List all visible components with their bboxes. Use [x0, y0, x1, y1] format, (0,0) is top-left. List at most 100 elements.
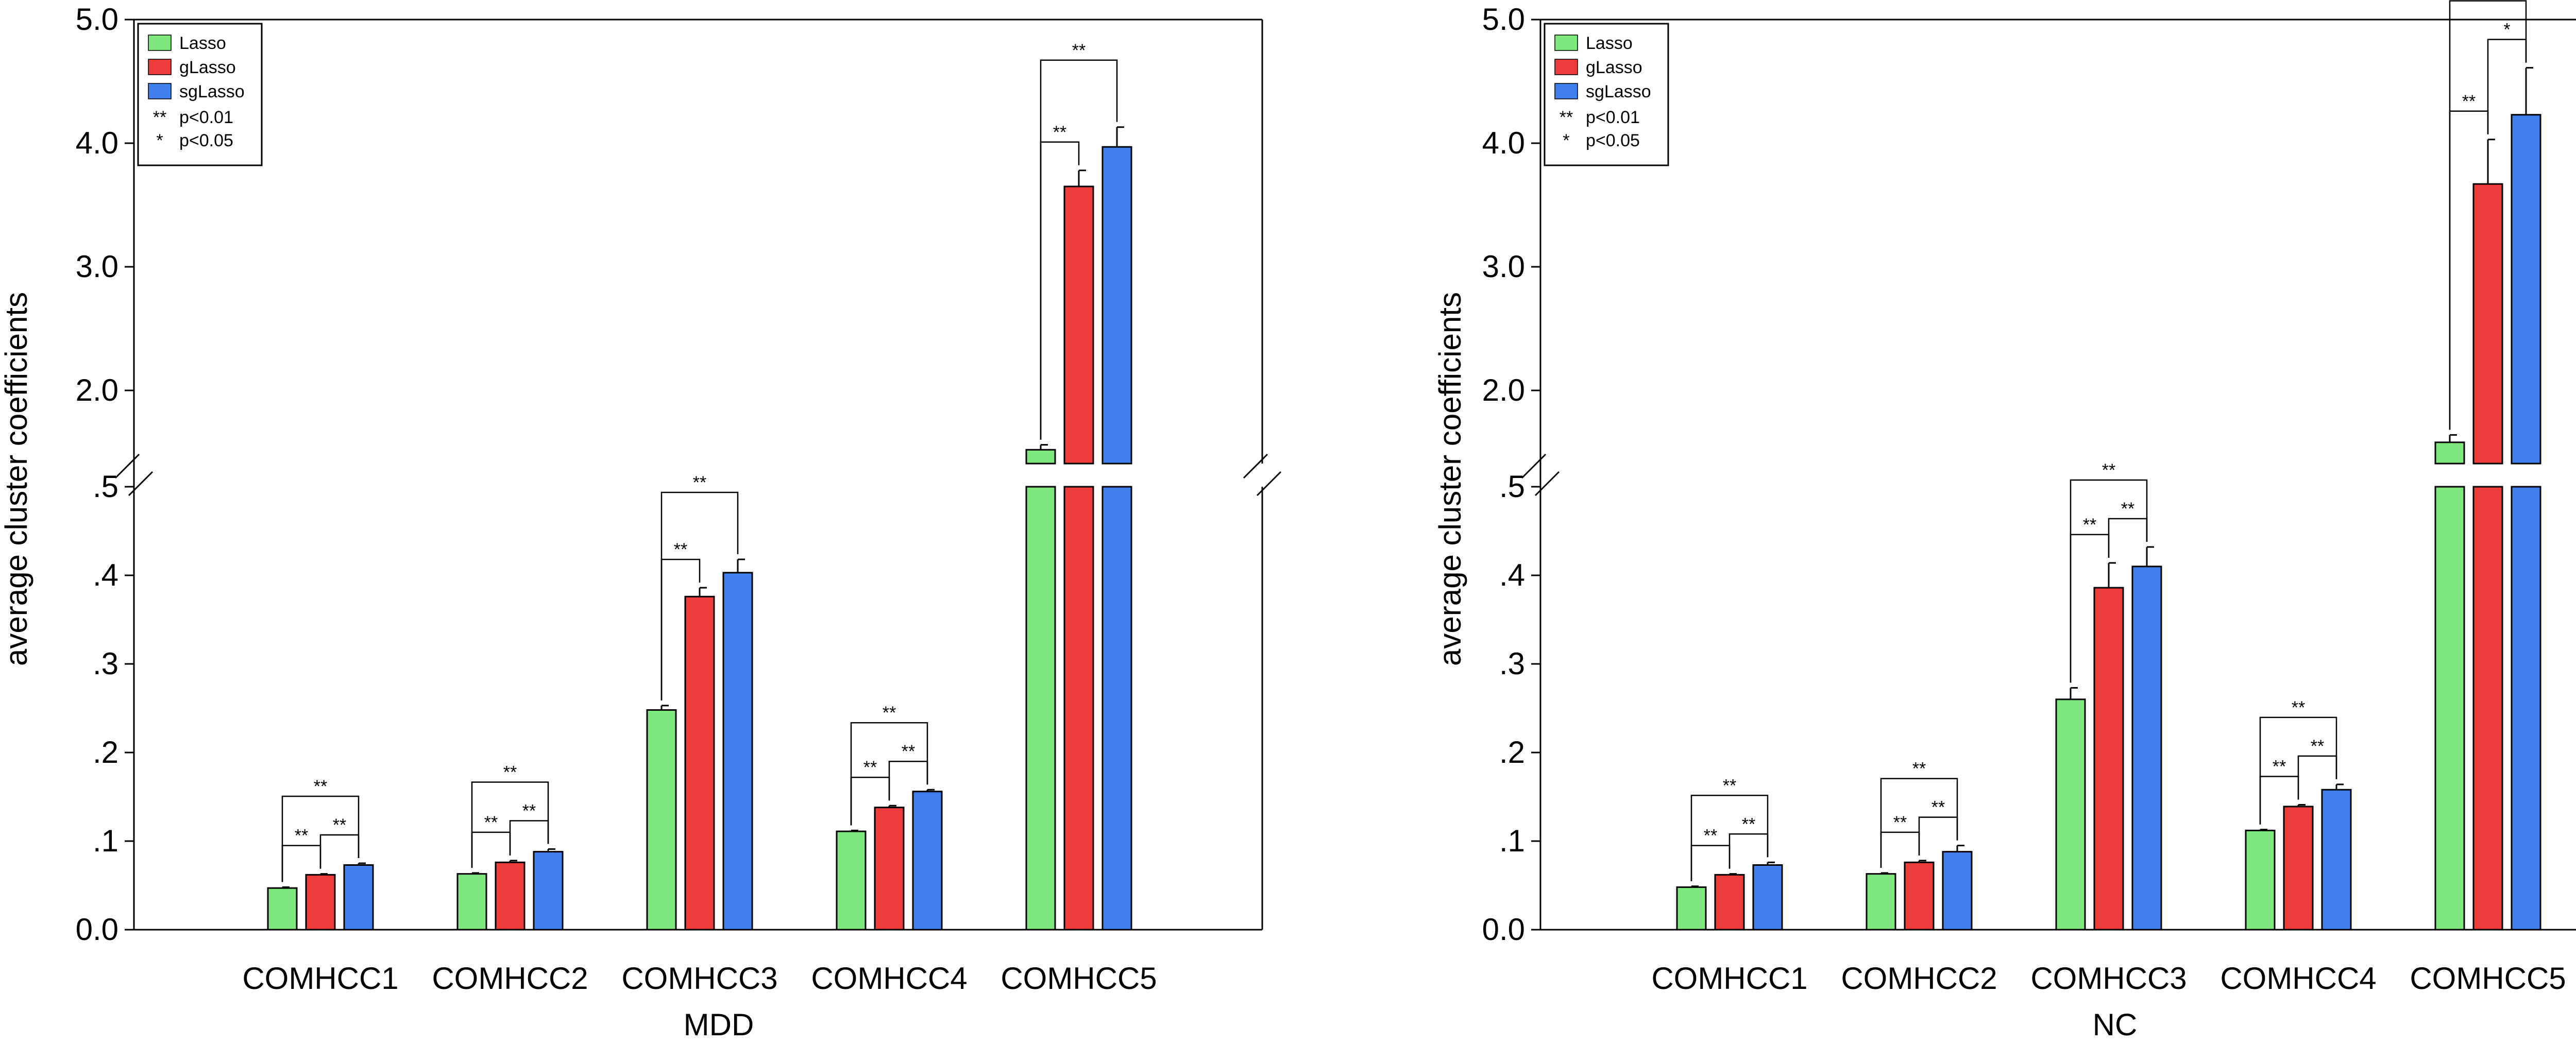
significance-bracket — [850, 722, 928, 826]
significance-label: ** — [333, 815, 346, 835]
legend-note-symbol: ** — [1560, 108, 1573, 127]
y-tick-label: 3.0 — [1482, 249, 1525, 284]
axis-break-mark — [114, 453, 140, 479]
axis-break-mark — [1521, 453, 1547, 479]
y-tick-label: .3 — [93, 646, 118, 681]
x-axis-title: NC — [2093, 1007, 2138, 1042]
significance-bracket — [471, 781, 549, 868]
y-tick-label: 4.0 — [76, 126, 118, 160]
x-tick-label: COMHCC2 — [1841, 961, 1997, 996]
x-tick-label: COMHCC5 — [1001, 961, 1157, 996]
significance-label: ** — [693, 473, 706, 492]
legend-note-symbol: * — [1563, 131, 1569, 150]
bar-sglasso — [722, 572, 753, 931]
legend: Lasso gLasso sgLasso ** p<0.01 * p<0.05 — [137, 23, 263, 166]
bar-glasso — [2093, 587, 2124, 931]
bar-sglasso-lower — [2511, 486, 2541, 931]
significance-label: ** — [2121, 499, 2134, 519]
significance-label: ** — [1053, 123, 1066, 142]
significance-bracket — [1880, 778, 1958, 868]
significance-label: ** — [883, 703, 896, 723]
legend-label: gLasso — [1586, 58, 1642, 77]
significance-bracket — [319, 834, 360, 869]
bar-sglasso — [2131, 566, 2162, 931]
bar-lasso — [836, 830, 867, 931]
bar-lasso — [1866, 873, 1896, 931]
y-tick-label: 5.0 — [76, 2, 118, 37]
significance-label: ** — [863, 758, 877, 777]
bar-glasso-lower — [1063, 486, 1094, 931]
significance-label: ** — [522, 801, 536, 820]
x-tick-label: COMHCC4 — [2220, 961, 2376, 996]
significance-label: ** — [2292, 698, 2305, 717]
legend-note-text: p<0.05 — [179, 131, 233, 150]
bar-lasso — [2055, 698, 2086, 931]
significance-bracket — [509, 820, 549, 856]
bar-sglasso-lower — [1101, 486, 1132, 931]
y-axis-title: average cluster coefficients — [0, 292, 33, 666]
y-tick-label: .4 — [93, 558, 118, 592]
legend-swatch-sglasso — [1554, 83, 1578, 99]
significance-label: ** — [314, 777, 327, 796]
significance-label: ** — [1723, 776, 1736, 795]
significance-label: ** — [1893, 813, 1907, 832]
bar-sglasso — [1942, 851, 1973, 931]
significance-bracket — [1040, 59, 1118, 440]
significance-bracket — [1918, 816, 1958, 856]
legend-label: gLasso — [179, 58, 236, 77]
legend-label: sgLasso — [179, 82, 245, 101]
significance-bracket — [2449, 0, 2527, 430]
y-tick-label: .3 — [1499, 646, 1525, 681]
significance-bracket — [2070, 479, 2148, 683]
x-tick-label: COMHCC3 — [621, 961, 777, 996]
significance-bracket — [2259, 716, 2337, 825]
y-tick-label: 0.0 — [1482, 912, 1525, 947]
x-tick-label: COMHCC3 — [2030, 961, 2187, 996]
bar-sglasso — [2321, 789, 2352, 931]
x-tick-label: COMHCC2 — [432, 961, 588, 996]
bar-glasso — [684, 595, 715, 931]
significance-label: ** — [902, 742, 915, 761]
bar-lasso-upper — [2434, 441, 2465, 465]
y-tick-label: .5 — [93, 469, 118, 504]
axis-break-mark — [1534, 471, 1560, 497]
y-tick-label: .1 — [1499, 824, 1525, 858]
bar-glasso — [305, 874, 336, 931]
bar-lasso — [456, 873, 487, 931]
legend-label: Lasso — [179, 33, 226, 53]
x-tick-label: COMHCC5 — [2410, 961, 2566, 996]
significance-label: ** — [1912, 759, 1926, 779]
legend-note-symbol: ** — [153, 108, 166, 127]
bar-sglasso-upper — [2511, 114, 2541, 465]
bar-sglasso — [343, 864, 374, 931]
y-axis-title: average cluster coefficients — [1433, 292, 1467, 666]
legend-note-text: p<0.01 — [1586, 108, 1640, 127]
y-tick-label: 4.0 — [1482, 126, 1525, 160]
significance-label: ** — [484, 813, 498, 832]
y-tick-label: .1 — [93, 824, 118, 858]
significance-label: ** — [503, 762, 517, 782]
legend-swatch-lasso — [1554, 35, 1578, 51]
axis-break-mark — [1243, 453, 1268, 479]
chart-panel-mdd: 2.0 3.0 4.0 5.0 .5 .4 .3 .2 .1 0.0 average cluster… — [0, 2, 1282, 1042]
y-tick-label: 3.0 — [76, 249, 118, 284]
significance-label: ** — [674, 540, 687, 559]
significance-bracket — [281, 795, 360, 882]
legend-label: sgLasso — [1586, 82, 1651, 101]
significance-label: ** — [2083, 515, 2096, 535]
significance-bracket — [1728, 833, 1769, 869]
bar-sglasso — [533, 851, 564, 931]
bar-sglasso-upper — [1101, 146, 1132, 465]
y-tick-label: .2 — [1499, 735, 1525, 770]
bar-glasso — [495, 861, 526, 931]
significance-label: ** — [2311, 737, 2324, 756]
y-tick-label: 2.0 — [1482, 373, 1525, 407]
bar-glasso — [1904, 861, 1935, 931]
bar-glasso-upper — [1063, 185, 1094, 465]
significance-label: ** — [1704, 826, 1717, 846]
bar-lasso-lower — [2434, 486, 2465, 931]
bar-sglasso — [1752, 864, 1783, 931]
bar-glasso — [1714, 874, 1745, 931]
x-axis-title: MDD — [684, 1007, 754, 1042]
significance-label: ** — [2462, 92, 2476, 111]
